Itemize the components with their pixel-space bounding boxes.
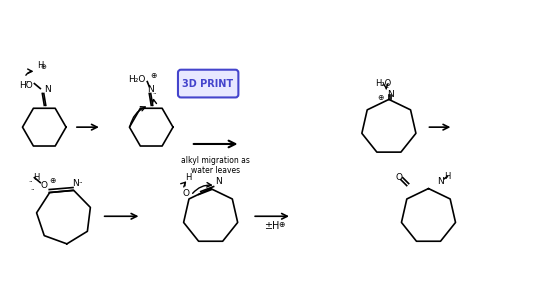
Text: N: N — [437, 177, 444, 186]
Text: .: . — [386, 80, 390, 89]
Text: N: N — [44, 85, 51, 94]
Text: H: H — [33, 173, 40, 182]
Text: alkyl migration as
water leaves: alkyl migration as water leaves — [181, 156, 250, 175]
Text: ⊕: ⊕ — [150, 71, 156, 80]
Text: 3D PRINT: 3D PRINT — [182, 79, 233, 89]
Text: ±H: ±H — [264, 221, 280, 231]
Text: ⊕: ⊕ — [378, 93, 384, 102]
Text: O: O — [41, 181, 48, 190]
Text: N: N — [388, 90, 394, 99]
Text: H: H — [185, 173, 191, 182]
Text: ⊕: ⊕ — [49, 176, 55, 185]
Text: H: H — [444, 172, 450, 181]
Text: ..: .. — [28, 177, 33, 183]
Text: HO: HO — [19, 81, 33, 90]
Text: O: O — [182, 189, 189, 198]
Text: ..: .. — [30, 185, 35, 191]
Text: N: N — [147, 85, 153, 94]
Text: ⊕: ⊕ — [40, 64, 46, 70]
Text: H₂O: H₂O — [128, 75, 145, 84]
Text: ..: .. — [79, 178, 83, 184]
Text: N: N — [73, 179, 79, 188]
Text: H: H — [38, 61, 44, 70]
FancyBboxPatch shape — [178, 70, 238, 97]
Text: H₂O: H₂O — [375, 79, 391, 88]
Text: N: N — [215, 177, 222, 186]
Text: ..: .. — [152, 89, 156, 95]
Text: ⊕: ⊕ — [279, 220, 285, 229]
Text: ..: .. — [24, 77, 29, 83]
Text: O: O — [395, 173, 402, 182]
